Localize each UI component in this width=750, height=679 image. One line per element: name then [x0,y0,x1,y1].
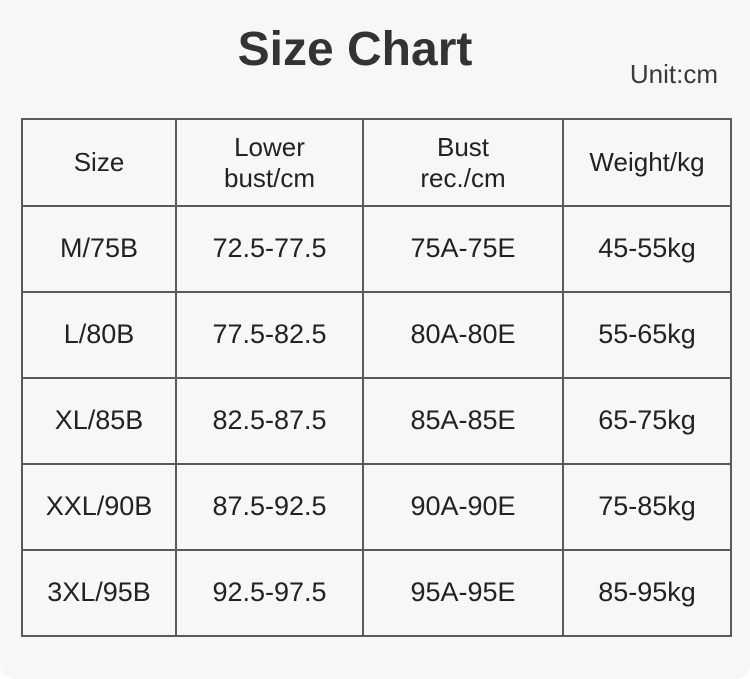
cell-lower-bust: 82.5-87.5 [175,377,364,465]
chart-header: Size Chart Unit:cm [0,0,750,118]
column-header-bust-rec: Bust rec./cm [362,118,564,207]
cell-bust-rec: 75A-75E [362,205,564,293]
cell-weight: 55-65kg [562,291,732,379]
cell-size: M/75B [21,205,177,293]
size-chart-table: Size Lower bust/cm Bust rec./cm Weight/k… [21,118,732,637]
cell-weight: 45-55kg [562,205,732,293]
page-title: Size Chart [237,23,473,76]
cell-size: XXL/90B [21,463,177,551]
table-header: Size Lower bust/cm Bust rec./cm Weight/k… [21,118,732,207]
column-header-weight-line1: Weight/kg [589,147,705,178]
cell-bust-rec: 95A-95E [362,549,564,637]
column-header-bust-rec-line1: Bust [436,131,490,162]
cell-size: XL/85B [21,377,177,465]
column-header-size-line1: Size [73,147,125,178]
table-header-row: Size Lower bust/cm Bust rec./cm Weight/k… [21,118,732,207]
column-header-lower-bust-line1: Lower [234,131,305,162]
cell-weight: 75-85kg [562,463,732,551]
column-header-lower-bust-line2: bust/cm [223,162,316,193]
cell-size: 3XL/95B [21,549,177,637]
cell-lower-bust: 77.5-82.5 [175,291,364,379]
cell-bust-rec: 80A-80E [362,291,564,379]
cell-lower-bust: 92.5-97.5 [175,549,364,637]
table-row: XXL/90B 87.5-92.5 90A-90E 75-85kg [21,463,732,551]
cell-size: L/80B [21,291,177,379]
unit-label: Unit:cm [629,59,718,89]
cell-lower-bust: 72.5-77.5 [175,205,364,293]
column-header-bust-rec-line2: rec./cm [420,162,506,193]
table-row: M/75B 72.5-77.5 75A-75E 45-55kg [21,205,732,293]
cell-bust-rec: 85A-85E [362,377,564,465]
column-header-weight: Weight/kg [562,118,732,207]
table-row: 3XL/95B 92.5-97.5 95A-95E 85-95kg [21,549,732,637]
column-header-lower-bust: Lower bust/cm [175,118,364,207]
cell-weight: 65-75kg [562,377,732,465]
table-body: M/75B 72.5-77.5 75A-75E 45-55kg L/80B 77… [21,205,732,637]
cell-bust-rec: 90A-90E [362,463,564,551]
table-row: L/80B 77.5-82.5 80A-80E 55-65kg [21,291,732,379]
column-header-size: Size [21,118,177,207]
cell-weight: 85-95kg [562,549,732,637]
table-row: XL/85B 82.5-87.5 85A-85E 65-75kg [21,377,732,465]
cell-lower-bust: 87.5-92.5 [175,463,364,551]
